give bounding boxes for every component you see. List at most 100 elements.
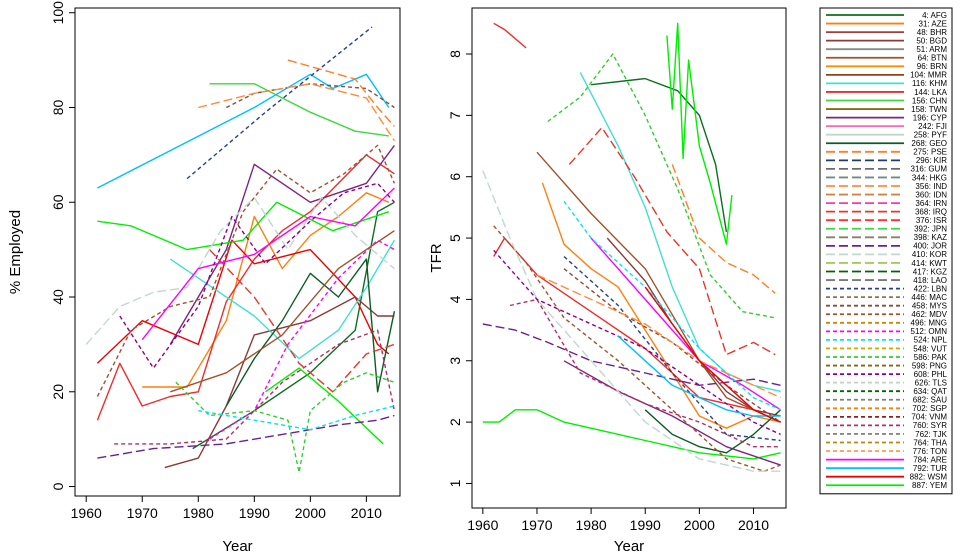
series-line-156-chn <box>209 83 389 137</box>
legend-label: 360: IDN <box>915 190 947 199</box>
x-tick-label: 1990 <box>630 517 661 533</box>
series-line-887-yem-b <box>482 409 781 460</box>
series-line-887-yem <box>666 22 733 245</box>
legend-label: 156: CHN <box>912 96 947 105</box>
series-line-144-lka <box>493 22 527 49</box>
series-line-586-pak <box>547 53 776 319</box>
series-line-368-irq <box>208 249 395 393</box>
x-tick-label: 2010 <box>351 505 382 521</box>
tfr-panel: 1960 1970 1980 1990 2000 2010 1 2 3 4 5 6 7 8 Year TFR <box>428 7 787 555</box>
series-line-586-pak <box>175 372 395 473</box>
y-tick-label: 0 <box>50 482 66 490</box>
series-line-64-btn <box>170 230 395 393</box>
y-tick-label: 4 <box>447 295 463 303</box>
plot-frame <box>74 7 401 497</box>
series-line-462-mdv <box>493 225 781 472</box>
legend-label: 64: BTN <box>918 54 948 63</box>
y-axis-title: % Employed <box>7 210 24 294</box>
legend-label: 158: TWN <box>911 105 947 114</box>
legend-label: 512: OMN <box>911 327 948 336</box>
legend-label: 364: IRN <box>915 199 947 208</box>
legend-label: 524: NPL <box>914 336 948 345</box>
y-tick-label: 20 <box>50 384 66 400</box>
legend-label: 784: ARE <box>913 455 947 464</box>
series-line-31-aze <box>541 182 781 429</box>
series-line-144-lka <box>96 154 395 421</box>
x-tick-label: 1960 <box>467 517 498 533</box>
legend-label: 398: KAZ <box>914 233 947 242</box>
series-line-356-ind <box>198 83 395 142</box>
series-line-196-cyp <box>169 144 395 345</box>
legend-label: 400: JOR <box>913 242 947 251</box>
series-line-4-afg <box>192 201 395 450</box>
legend-label: 598: PNG <box>912 361 947 370</box>
legend-label: 704: VNM <box>911 413 947 422</box>
series-line-512-omn <box>209 239 395 440</box>
series-line-356-ind <box>536 274 781 399</box>
legend-label: 446: MAC <box>911 293 947 302</box>
series-line-608-phl <box>119 182 395 369</box>
legend-label: 48: BHR <box>917 28 947 37</box>
series-line-887-yem <box>97 201 390 251</box>
x-tick-label: 2010 <box>738 517 769 533</box>
legend-label: 368: IRQ <box>915 207 947 216</box>
legend-label: 414: KWT <box>911 259 947 268</box>
legend-label: 702: SGP <box>912 404 947 413</box>
legend-label: 882: WSM <box>910 473 948 482</box>
series-line-422-lbn <box>563 255 781 442</box>
series-line-64-btn <box>536 151 781 423</box>
series-line-784-are <box>141 187 395 341</box>
series-line-400-jor <box>97 414 395 459</box>
x-tick-label: 2000 <box>295 505 326 521</box>
series-line-268-geo <box>644 409 782 454</box>
x-tick-label: 1970 <box>521 517 552 533</box>
legend-label: 316: GUM <box>911 165 948 174</box>
legend-label: 458: MYS <box>912 302 947 311</box>
series-line-4-afg <box>591 77 728 233</box>
legend-label: 376: ISR <box>916 216 947 225</box>
series-line-524-npl <box>563 200 781 411</box>
legend-box <box>819 7 953 495</box>
plot-frame <box>471 7 787 509</box>
y-tick-label: 2 <box>447 418 463 426</box>
employment-panel: 1960 1970 1980 1990 2000 2010 0 20 40 60 80 100 Year… <box>7 1 401 555</box>
legend-label: 116: KHM <box>912 79 947 88</box>
legend-label: 776: TON <box>913 447 948 456</box>
legend-label: 144: LKA <box>914 88 948 97</box>
legend-label: 496: MNG <box>911 319 947 328</box>
y-tick-label: 1 <box>447 479 463 487</box>
legend-label: 104: MMR <box>910 71 947 80</box>
legend-label: 548: VUT <box>913 344 947 353</box>
series-line-458-mys <box>225 83 395 109</box>
y-tick-label: 80 <box>50 99 66 115</box>
legend-label: 887: YEM <box>912 481 947 490</box>
series-line-268-geo <box>225 258 396 407</box>
x-tick-label: 1990 <box>239 505 270 521</box>
legend-label: 462: MDV <box>911 310 947 319</box>
legend-label: 764: THA <box>913 438 947 447</box>
legend-label: 296: KIR <box>916 156 947 165</box>
legend-label: 682: SAU <box>913 396 947 405</box>
series-line-792-tur <box>617 335 781 417</box>
series-line-410-kor <box>85 196 395 345</box>
x-axis-title: Year <box>222 538 252 555</box>
legend-label: 196: CYP <box>913 113 947 122</box>
series-line-50-bgd <box>164 296 395 469</box>
legend-label: 356: IND <box>915 182 947 191</box>
y-tick-label: 100 <box>50 1 66 25</box>
legend-label: 410: KOR <box>912 250 947 259</box>
legend-label: 417: KGZ <box>913 267 947 276</box>
series-line-368-irq <box>568 126 776 356</box>
series-line-31-aze <box>142 192 390 388</box>
series-line-608-phl <box>493 249 781 436</box>
series-line-792-tur <box>97 73 390 189</box>
series-line-882-wsm <box>644 286 781 423</box>
series-line-275-pse <box>671 164 776 294</box>
legend-label: 344: HKG <box>912 173 947 182</box>
x-tick-label: 1980 <box>183 505 214 521</box>
series-line-116-khm <box>579 72 781 393</box>
legend-label: 792: TUR <box>913 464 947 473</box>
series-line-882-wsm <box>96 239 390 364</box>
series-line-887-yem-b <box>265 367 384 445</box>
series-line-760-syr <box>114 329 396 445</box>
